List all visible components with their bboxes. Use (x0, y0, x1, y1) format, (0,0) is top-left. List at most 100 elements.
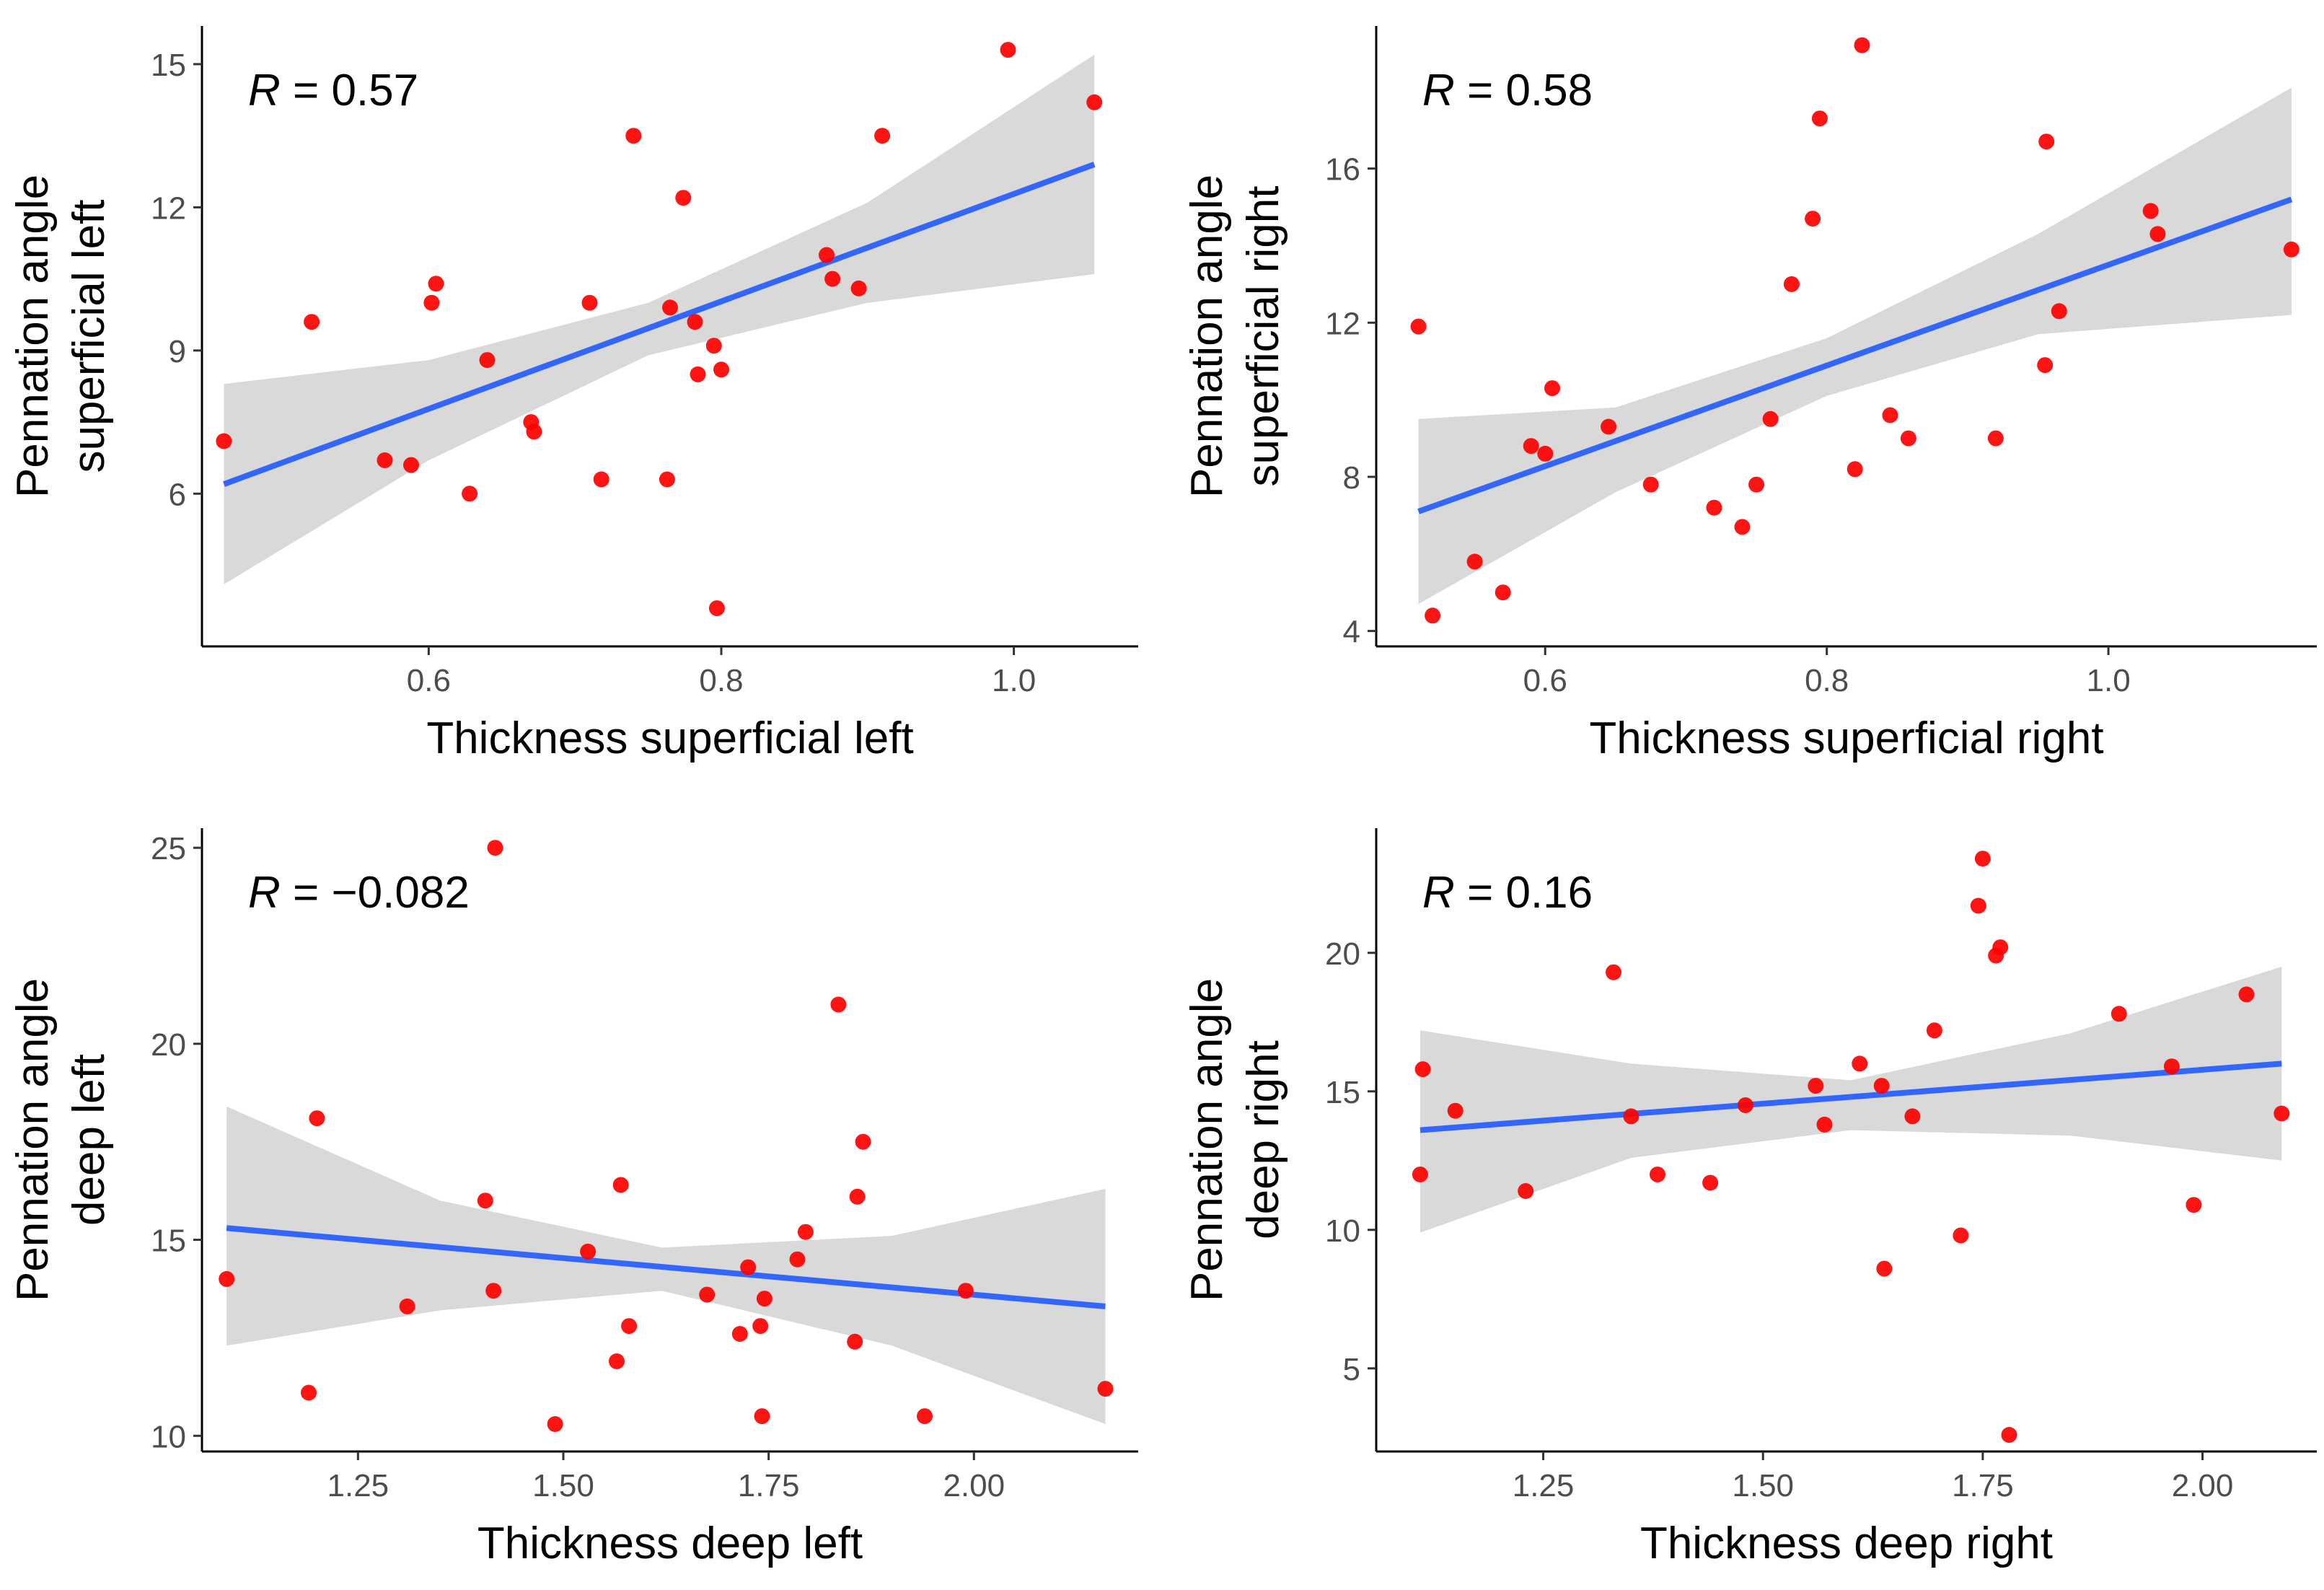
correlation-symbol: R (248, 66, 281, 115)
data-point (1882, 407, 1898, 423)
data-point (917, 1408, 933, 1425)
correlation-value: = 0.58 (1455, 66, 1593, 115)
data-point (2238, 986, 2255, 1003)
x-tick-label: 1.0 (2087, 663, 2131, 698)
data-point (1410, 318, 1427, 335)
data-point (377, 452, 393, 468)
x-tick-label: 1.25 (327, 1468, 389, 1503)
data-point (1097, 1381, 1114, 1397)
y-axis-title-line: Pennation angle (8, 978, 58, 1301)
data-point (1876, 1260, 1893, 1277)
y-axis-title-line: Pennation angle (8, 175, 58, 498)
panel-2: 0.6 0.8 1.0 4 8 12 16 Thickness superficial rig… (1182, 26, 2317, 763)
data-point (957, 1283, 974, 1299)
data-point (428, 276, 444, 292)
data-point (309, 1110, 325, 1127)
y-tick-label: 9 (169, 334, 186, 369)
x-tick-label: 2.00 (943, 1468, 1005, 1503)
y-tick-label: 10 (1325, 1213, 1360, 1249)
y-tick-label: 8 (1343, 460, 1360, 496)
data-point (713, 361, 729, 378)
x-tick-label: 1.75 (1952, 1468, 2014, 1503)
data-point (659, 471, 675, 488)
data-point (580, 1243, 597, 1260)
data-point (625, 128, 642, 144)
x-tick-label: 2.00 (2172, 1468, 2234, 1503)
data-point (526, 423, 542, 440)
data-point (850, 280, 867, 297)
data-point (403, 457, 419, 473)
data-point (740, 1259, 757, 1275)
data-point (485, 1283, 502, 1299)
data-point (219, 1270, 235, 1287)
data-point (1904, 1108, 1921, 1125)
data-point (612, 1177, 629, 1193)
x-tick-label: 1.0 (992, 663, 1036, 698)
y-tick-label: 20 (1325, 936, 1360, 972)
data-point (1953, 1227, 1969, 1244)
data-point (874, 128, 891, 144)
y-tick-label: 12 (1325, 306, 1360, 341)
data-point (1992, 939, 2009, 956)
trend-line (1420, 1060, 2282, 1133)
panel-3: 1.25 1.50 1.75 2.00 10 15 20 25 Thickness deep l… (8, 828, 1138, 1568)
panel-4: 1.25 1.50 1.75 2.00 5 10 15 20 Thickness deep ri… (1182, 828, 2317, 1568)
data-point (2163, 1058, 2180, 1075)
y-axis-title-line: Pennation angle (1182, 175, 1232, 498)
y-tick-label: 15 (151, 1224, 186, 1259)
correlation-value: = 0.16 (1455, 868, 1593, 918)
y-tick-label: 6 (169, 477, 186, 512)
data-point (1808, 1078, 1824, 1094)
data-point (1447, 1102, 1463, 1119)
data-point (1466, 553, 1483, 570)
data-point (675, 190, 692, 206)
data-point (1737, 1097, 1753, 1113)
data-point (487, 840, 503, 856)
data-point (399, 1298, 415, 1314)
data-point (2001, 1427, 2017, 1443)
data-point (1000, 42, 1016, 58)
data-point (1537, 445, 1554, 462)
x-axis-title: Thickness deep left (477, 1519, 863, 1568)
data-point (593, 471, 609, 488)
data-point (1601, 418, 1617, 435)
correlation-label: R = 0.57 (248, 66, 418, 115)
data-point (1642, 476, 1659, 493)
x-tick-label: 0.6 (1523, 663, 1567, 698)
data-point (1783, 276, 1800, 292)
confidence-band (1418, 87, 2292, 605)
data-point (1495, 584, 1511, 601)
correlation-label: R = 0.16 (1422, 868, 1593, 918)
data-point (1926, 1022, 1942, 1039)
data-point (2186, 1197, 2202, 1213)
data-point (462, 486, 478, 502)
data-point (301, 1384, 317, 1401)
x-tick-label: 1.75 (738, 1468, 800, 1503)
data-point (2110, 1006, 2127, 1022)
y-tick-label: 15 (151, 48, 186, 83)
data-point (423, 294, 440, 311)
data-point (849, 1188, 866, 1205)
data-point (789, 1251, 806, 1268)
data-point (1518, 1183, 1534, 1199)
data-point (621, 1318, 638, 1335)
data-point (1414, 1061, 1431, 1078)
data-point (1847, 461, 1863, 478)
data-point (1974, 851, 1991, 867)
data-point (690, 366, 706, 382)
correlation-label: R = 0.58 (1422, 66, 1593, 115)
y-axis-title-line: deep left (64, 1054, 114, 1226)
data-point (705, 338, 722, 354)
x-axis-title: Thickness deep right (1640, 1519, 2053, 1568)
data-point (819, 247, 835, 263)
data-point (1706, 499, 1722, 516)
data-point (1650, 1167, 1665, 1182)
data-point (1544, 380, 1560, 397)
data-point (824, 271, 841, 287)
correlation-value: = −0.082 (281, 868, 470, 918)
data-point (1805, 211, 1821, 227)
trend-line (1417, 196, 2293, 514)
data-point (1987, 430, 2004, 447)
data-point (1412, 1167, 1428, 1182)
